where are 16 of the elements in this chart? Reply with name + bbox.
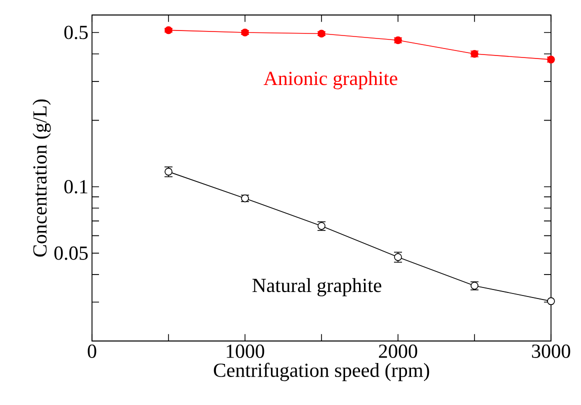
x-tick-label: 3000 [532,344,570,358]
series-label: Natural graphite [252,278,382,296]
point [394,253,402,261]
point [164,26,172,34]
x-axis-title: Centrifugation speed (rpm) [214,362,430,382]
x-tick-label: 0 [88,344,96,358]
y-tick-label: 0.5 [64,26,88,40]
y-tick-label: 0.05 [54,246,88,260]
y-tick-label: 0.1 [64,180,88,194]
point [318,30,326,38]
series-label: Anionic graphite [264,71,398,90]
x-tick-label: 1000 [226,344,264,358]
x-tick-label: 2000 [378,344,418,358]
point [547,56,555,64]
point [547,297,555,306]
y-axis-title: Concentration (g/L) [32,99,51,257]
